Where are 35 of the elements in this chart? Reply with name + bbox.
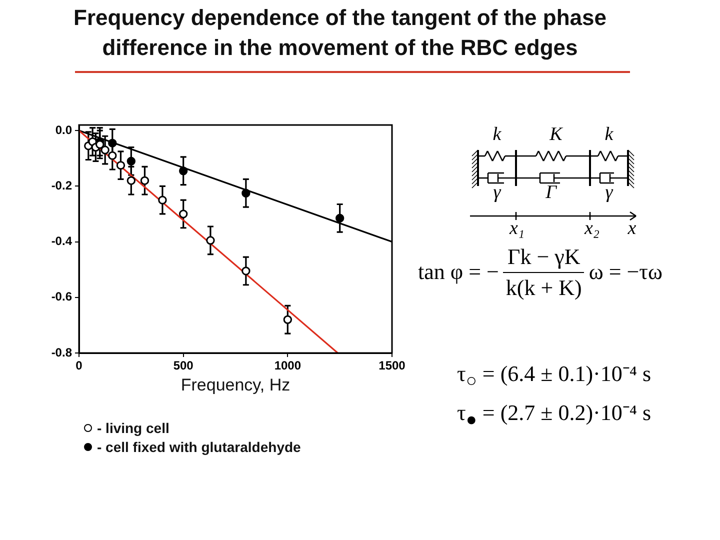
point — [206, 236, 215, 245]
y-tick-label: 0.0 — [55, 122, 72, 137]
text: tan φ = − — [418, 259, 499, 285]
x-tick-label: 500 — [173, 358, 194, 373]
point — [242, 266, 250, 276]
y-tick-label: -0.4 — [51, 234, 72, 248]
point — [178, 166, 188, 176]
point — [242, 188, 250, 198]
text: τ$_{●}$ = (2.7 ± 0.2)·10⁻⁴ s — [457, 399, 652, 430]
y-tick-label: -0.6 — [51, 290, 72, 304]
point — [158, 196, 167, 204]
point — [108, 138, 117, 148]
text: k(k + K) — [504, 274, 583, 300]
point — [100, 146, 110, 154]
legend-label: - cell fixed with glutaraldehyde — [97, 438, 301, 454]
x-tick-label: 1000 — [274, 358, 302, 373]
y-tick-label: -0.8 — [51, 345, 72, 360]
point — [335, 214, 344, 222]
x-tick-label: 1500 — [378, 358, 406, 373]
point — [178, 210, 188, 218]
point — [140, 176, 150, 185]
text: ω = −τω — [588, 259, 662, 285]
point — [283, 315, 292, 324]
text: τ$_{○}$ = (6.4 ± 0.1)·10⁻⁴ s — [457, 360, 652, 392]
y-tick-label: -0.2 — [51, 178, 72, 192]
x-axis-title: Frequency, Hz — [180, 375, 290, 394]
point — [126, 156, 136, 166]
chart-title: Frequency dependence of the tangent of the phase difference in the movement of the RBC edges — [72, 4, 608, 62]
x-tick-label: 0 — [76, 358, 83, 373]
legend-label: - living cell — [97, 420, 170, 436]
point — [116, 160, 126, 170]
spring-damper-diagram: k K k γ Γ γ x₁ x₂ x — [455, 122, 645, 240]
point — [126, 176, 136, 185]
text: Γk − γK — [503, 244, 584, 272]
point — [108, 151, 117, 160]
